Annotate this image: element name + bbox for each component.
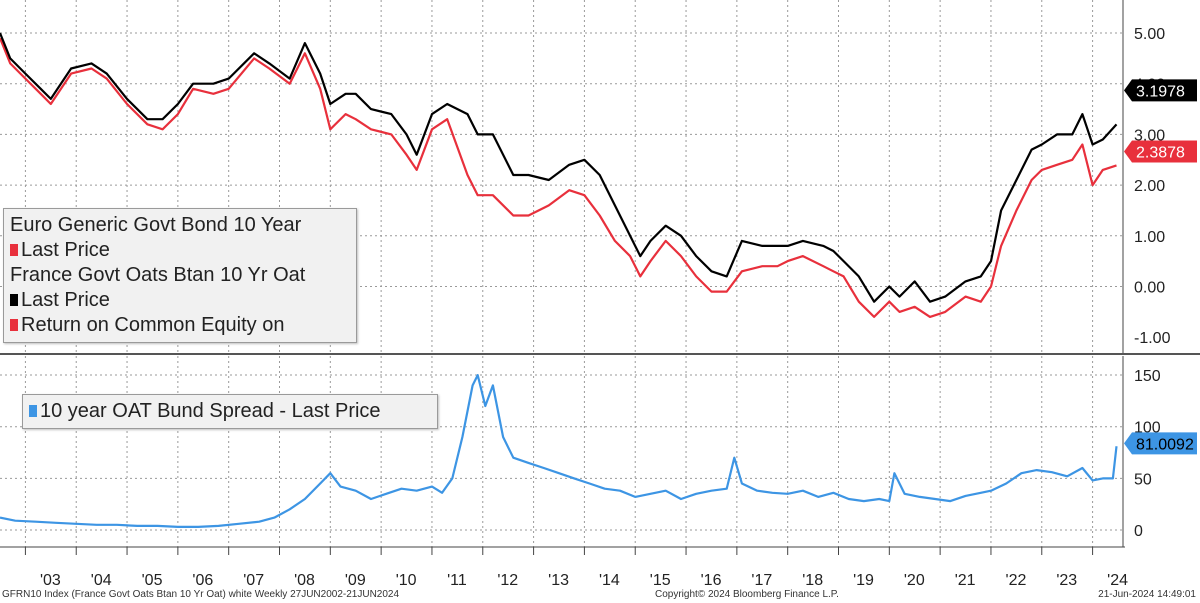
legend-bottom: 10 year OAT Bund Spread - Last Price xyxy=(22,394,438,429)
last-value-badge xyxy=(1124,79,1197,102)
x-tick-label: '12 xyxy=(497,572,518,589)
x-tick-label: '19 xyxy=(853,572,874,589)
legend-label: 10 year OAT Bund Spread - Last Price xyxy=(40,400,381,422)
x-tick-label: '04 xyxy=(91,572,112,589)
footer-left: GFRN10 Index (France Govt Oats Btan 10 Y… xyxy=(2,589,400,600)
x-tick-label: '18 xyxy=(802,572,823,589)
last-value-text: 2.3878 xyxy=(1136,144,1185,161)
bottom-panel-series xyxy=(0,374,1118,529)
y-tick-label: 150 xyxy=(1134,368,1161,385)
footer-center: Copyright© 2024 Bloomberg Finance L.P. xyxy=(655,589,839,600)
legend-swatch-red xyxy=(10,319,18,331)
series-line-oat-bund-spread xyxy=(0,374,1118,529)
legend-label: Return on Common Equity on xyxy=(21,314,285,336)
x-tick-label: '17 xyxy=(751,572,772,589)
x-tick-label: '15 xyxy=(650,572,671,589)
x-tick-label: '14 xyxy=(599,572,620,589)
legend-title: Euro Generic Govt Bond 10 Year xyxy=(10,214,302,236)
x-tick-label: '03 xyxy=(40,572,61,589)
legend-label: Last Price xyxy=(21,239,110,261)
last-value-label: 81.0092 xyxy=(1124,432,1197,455)
x-tick-label: '11 xyxy=(447,572,467,589)
x-tick-label: '08 xyxy=(294,572,315,589)
x-tick-label: '13 xyxy=(548,572,569,589)
y-tick-label: 5.00 xyxy=(1134,26,1165,43)
legend-item-spread: 10 year OAT Bund Spread - Last Price xyxy=(29,399,429,424)
last-value-text: 81.0092 xyxy=(1136,436,1194,453)
x-axis-ticks: '03 '04 '05 '06 '07 '08 '09 '10 '11 '12 '13 '14 '15 '… xyxy=(24,547,1128,589)
legend-item-bund: Last Price xyxy=(10,238,348,263)
last-value-badge xyxy=(1124,140,1197,163)
x-tick-label: '05 xyxy=(142,572,163,589)
x-tick-label: '22 xyxy=(1006,572,1027,589)
legend-swatch-blue xyxy=(29,405,37,417)
top-panel-series xyxy=(0,32,1118,318)
x-tick-label: '09 xyxy=(345,572,366,589)
legend-swatch-red xyxy=(10,244,18,256)
x-tick-label: '16 xyxy=(701,572,722,589)
series-line-france-oat-10y xyxy=(0,32,1118,303)
legend-label: Last Price xyxy=(21,289,110,311)
legend-subtitle: France Govt Oats Btan 10 Yr Oat xyxy=(10,264,306,286)
y-tick-label: 1.00 xyxy=(1134,229,1165,246)
bottom-panel-grid xyxy=(0,356,1122,547)
x-tick-label: '20 xyxy=(904,572,925,589)
last-value-labels: 3.1978 2.3878 81.0092 xyxy=(1124,79,1197,455)
x-tick-label: '07 xyxy=(243,572,264,589)
y-tick-label: 0 xyxy=(1134,523,1143,540)
legend-item-oat: Last Price xyxy=(10,288,348,313)
last-value-text: 3.1978 xyxy=(1136,83,1185,100)
x-tick-label: '10 xyxy=(396,572,417,589)
legend-swatch-black xyxy=(10,294,18,306)
y-tick-label: -1.00 xyxy=(1134,330,1171,347)
x-tick-label: '06 xyxy=(192,572,213,589)
footer-right: 21-Jun-2024 14:49:01 xyxy=(1098,589,1196,600)
y-tick-label: 3.00 xyxy=(1134,127,1165,144)
series-line-euro-generic-10y xyxy=(0,37,1117,318)
legend-item-roe: Return on Common Equity on xyxy=(10,313,348,338)
x-tick-label: '23 xyxy=(1056,572,1077,589)
legend-top: Euro Generic Govt Bond 10 Year Last Pric… xyxy=(3,208,357,343)
last-value-badge xyxy=(1124,432,1197,455)
x-tick-label: '24 xyxy=(1107,572,1128,589)
y-tick-label: 50 xyxy=(1134,471,1152,488)
y-tick-label: 0.00 xyxy=(1134,280,1165,297)
last-value-label: 3.1978 xyxy=(1124,79,1197,102)
last-value-label: 2.3878 xyxy=(1124,140,1197,163)
x-tick-label: '21 xyxy=(955,572,976,589)
y-tick-label: 2.00 xyxy=(1134,178,1165,195)
